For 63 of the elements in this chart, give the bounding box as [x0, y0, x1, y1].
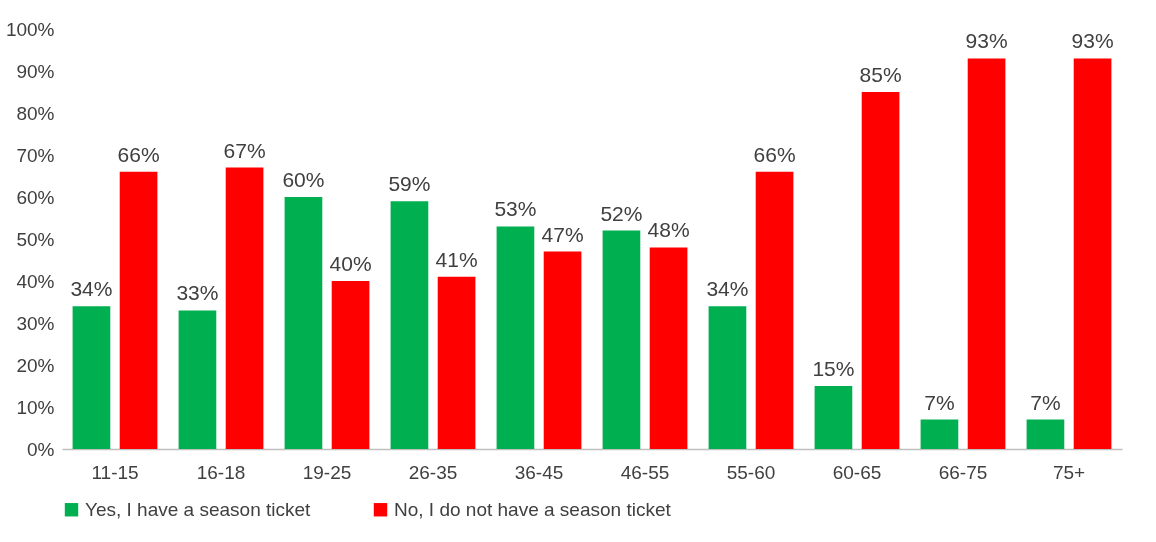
- x-tick-label: 11-15: [91, 461, 139, 483]
- x-tick-label: 46-55: [620, 461, 670, 483]
- bar: [496, 226, 535, 449]
- bar: [72, 306, 111, 449]
- bar: [967, 58, 1006, 449]
- bar: [814, 386, 853, 449]
- data-label: 7%: [1030, 390, 1061, 414]
- data-label: 93%: [965, 29, 1008, 53]
- y-tick-label: 80%: [16, 102, 55, 124]
- x-tick-label: 19-25: [302, 461, 352, 483]
- data-label: 47%: [541, 222, 584, 246]
- data-label: 60%: [282, 168, 325, 191]
- data-label: 93%: [1071, 29, 1114, 53]
- bar: [284, 197, 323, 449]
- legend-label: No, I do not have a season ticket: [394, 498, 672, 520]
- bar: [119, 171, 158, 449]
- data-label: 66%: [753, 142, 796, 166]
- bar: [331, 281, 370, 449]
- x-tick-label: 75+: [1052, 461, 1086, 483]
- bar: [437, 276, 476, 449]
- data-label: 66%: [117, 142, 160, 166]
- bar: [178, 310, 217, 449]
- y-tick-label: 100%: [5, 18, 55, 40]
- data-label: 48%: [647, 218, 690, 242]
- bar: [390, 201, 429, 449]
- data-label: 15%: [812, 357, 855, 380]
- y-tick-label: 60%: [16, 186, 55, 208]
- y-tick-label: 30%: [16, 312, 55, 334]
- legend-label: Yes, I have a season ticket: [85, 498, 312, 520]
- bar: [543, 251, 582, 449]
- bar: [649, 247, 688, 449]
- data-label: 34%: [70, 277, 113, 301]
- y-tick-label: 70%: [16, 144, 55, 166]
- x-tick-label: 55-60: [726, 461, 776, 483]
- data-label: 53%: [494, 197, 537, 221]
- data-label: 52%: [600, 201, 643, 225]
- y-tick-label: 20%: [16, 354, 55, 376]
- y-tick-label: 10%: [16, 396, 55, 418]
- data-label: 85%: [859, 63, 902, 86]
- x-tick-label: 36-45: [514, 461, 564, 483]
- y-tick-label: 0%: [27, 438, 55, 460]
- bar: [861, 92, 900, 449]
- bar: [225, 167, 264, 449]
- bar: [1026, 419, 1065, 449]
- x-tick-label: 66-75: [938, 461, 988, 483]
- bar: [920, 419, 959, 449]
- bar: [708, 306, 747, 449]
- bar: [755, 171, 794, 449]
- data-label: 40%: [329, 252, 372, 275]
- data-label: 67%: [223, 138, 266, 162]
- bar: [602, 230, 641, 449]
- data-label: 41%: [435, 247, 478, 271]
- data-label: 7%: [924, 390, 955, 414]
- x-tick-label: 26-35: [408, 461, 458, 483]
- data-label: 59%: [388, 172, 431, 196]
- x-tick-label: 16-18: [196, 461, 246, 483]
- x-tick-label: 60-65: [832, 461, 882, 483]
- data-label: 34%: [706, 277, 749, 301]
- bar: [1073, 58, 1112, 449]
- data-label: 33%: [176, 281, 219, 305]
- y-tick-label: 50%: [16, 228, 55, 250]
- y-tick-label: 40%: [16, 270, 55, 292]
- y-tick-label: 90%: [16, 60, 55, 82]
